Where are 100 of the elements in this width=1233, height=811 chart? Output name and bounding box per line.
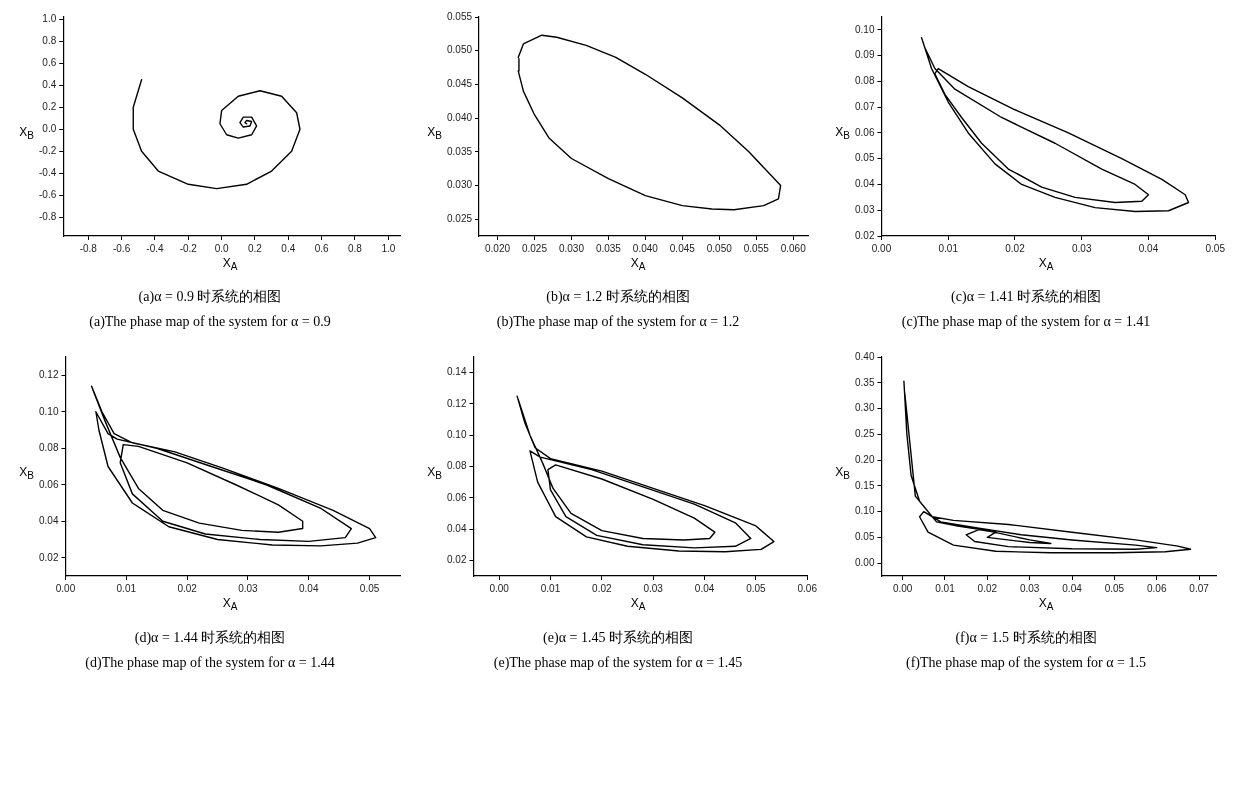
y-tick-label: 0.14 <box>446 366 467 378</box>
y-tick-label: 0.40 <box>854 351 875 363</box>
x-tick-label: 1.0 <box>381 242 396 254</box>
text: (b)α = 1.2 时系统的相图 <box>545 288 691 307</box>
y-tick-label: 0.04 <box>854 178 875 190</box>
y-tick-label: -0.6 <box>39 189 57 201</box>
y-tick-label: 0.05 <box>854 152 875 164</box>
y-tick-label: 0.15 <box>854 479 875 491</box>
y-tick-label: 0.035 <box>446 145 473 157</box>
x-axis-title: X$_{A}$ <box>221 256 239 273</box>
y-tick-label: 0.040 <box>446 111 473 123</box>
y-tick-label: 0.10 <box>38 405 59 417</box>
text: (c)The phase map of the system for α = 1.41 <box>900 314 1152 331</box>
y-tick-label: 0.030 <box>446 179 473 191</box>
x-tick-label: 0.02 <box>1005 242 1026 254</box>
text: (a)α = 0.9 时系统的相图 <box>137 288 283 307</box>
y-tick-label: 1.0 <box>42 12 57 24</box>
x-axis-title: X$_{A}$ <box>629 596 647 613</box>
y-tick-label: 0.10 <box>446 429 467 441</box>
x-tick-label: -0.2 <box>179 242 198 254</box>
y-tick-label: 0.03 <box>854 203 875 215</box>
text: (e)The phase map of the system for α = 1.45 <box>492 654 744 671</box>
x-axis-title: X$_{A}$ <box>629 256 647 273</box>
x-axis-title: X$_{A}$ <box>1037 596 1055 613</box>
x-tick-label: 0.06 <box>1146 583 1167 595</box>
x-tick-label: 0.03 <box>238 583 259 595</box>
y-tick-label: 0.25 <box>854 428 875 440</box>
x-tick-label: -0.6 <box>112 242 131 254</box>
y-tick-label: 0.045 <box>446 78 473 90</box>
x-tick-label: 0.030 <box>558 242 585 254</box>
x-tick-label: 0.01 <box>540 583 561 595</box>
y-tick-label: 0.20 <box>854 454 875 466</box>
y-tick-label: 0.06 <box>854 126 875 138</box>
x-tick-label: 0.04 <box>1138 242 1159 254</box>
y-tick-label: -0.8 <box>39 211 57 223</box>
text: (c)α = 1.41 时系统的相图 <box>950 288 1102 307</box>
x-tick-label: 0.04 <box>299 583 319 595</box>
y-tick-label: 0.050 <box>446 44 473 56</box>
y-tick-label: 0.4 <box>42 78 57 90</box>
y-tick-label: -0.4 <box>39 167 57 179</box>
y-tick-label: 0.6 <box>42 56 57 68</box>
x-tick-label: 0.035 <box>595 242 622 254</box>
x-tick-label: 0.02 <box>977 583 998 595</box>
text: (a)The phase map of the system for α = 0.9 <box>88 314 332 331</box>
y-axis-title: X$_{B}$ <box>834 465 851 482</box>
y-tick-label: 0.08 <box>854 75 875 87</box>
x-tick-label: 0.00 <box>55 583 76 595</box>
y-tick-label: 0.08 <box>446 460 467 472</box>
x-tick-label: 0.00 <box>489 583 510 595</box>
y-tick-label: -0.2 <box>39 145 57 157</box>
y-tick-label: 0.00 <box>854 557 875 569</box>
y-tick-label: 0.09 <box>854 49 875 61</box>
y-tick-label: 0.02 <box>446 554 467 566</box>
x-axis-title: X$_{A}$ <box>1037 256 1055 273</box>
x-tick-label: 0.025 <box>521 242 548 254</box>
y-axis-title: X$_{B}$ <box>426 465 443 482</box>
y-tick-label: 0.12 <box>38 369 59 381</box>
x-tick-label: -0.8 <box>79 242 98 254</box>
y-tick-label: 0.05 <box>854 531 875 543</box>
y-tick-label: 0.30 <box>854 402 875 414</box>
y-tick-label: 0.0 <box>42 123 57 134</box>
x-tick-label: 0.05 <box>359 583 380 595</box>
y-tick-label: 0.8 <box>42 34 57 46</box>
text: (f)The phase map of the system for α = 1.5 <box>905 654 1147 671</box>
x-tick-label: 0.01 <box>116 583 137 595</box>
y-tick-label: 0.04 <box>446 523 467 535</box>
x-tick-label: 0.05 <box>746 583 767 595</box>
x-tick-label: 0.06 <box>797 583 818 595</box>
x-tick-label: 0.4 <box>281 242 296 254</box>
y-tick-label: 0.08 <box>38 442 59 454</box>
x-tick-label: 0.045 <box>669 242 696 254</box>
x-tick-label: 0.020 <box>484 242 511 254</box>
y-tick-label: 0.02 <box>38 551 59 563</box>
text: (d)The phase map of the system for α = 1.44 <box>84 654 336 671</box>
x-tick-label: 0.02 <box>592 583 613 595</box>
x-tick-label: 0.05 <box>1205 242 1226 254</box>
x-tick-label: 0.6 <box>314 242 330 254</box>
x-tick-label: 0.04 <box>694 583 715 595</box>
x-tick-label: 0.040 <box>632 242 659 254</box>
y-tick-label: 0.10 <box>854 505 875 517</box>
x-tick-label: 0.0 <box>214 242 229 254</box>
x-tick-label: -0.4 <box>146 242 164 254</box>
text: (f)α = 1.5 时系统的相图 <box>954 628 1098 647</box>
y-tick-label: 0.35 <box>854 376 875 388</box>
y-axis-title: X$_{B}$ <box>18 124 35 142</box>
x-tick-label: 0.01 <box>938 242 959 254</box>
y-axis-title: X$_{B}$ <box>834 124 851 142</box>
x-tick-label: 0.055 <box>743 242 770 254</box>
x-tick-label: 0.03 <box>1072 242 1092 254</box>
y-axis-title: X$_{B}$ <box>18 465 35 482</box>
x-tick-label: 0.01 <box>935 583 956 595</box>
y-tick-label: 0.06 <box>446 491 467 503</box>
text: (d)α = 1.44 时系统的相图 <box>133 628 287 647</box>
y-tick-label: 0.04 <box>38 515 59 527</box>
y-tick-label: 0.025 <box>446 212 473 224</box>
y-tick-label: 0.07 <box>854 100 875 112</box>
y-tick-label: 0.12 <box>446 398 467 410</box>
x-tick-label: 0.03 <box>643 583 664 595</box>
y-tick-label: 0.02 <box>854 229 875 241</box>
x-tick-label: 0.00 <box>892 583 913 595</box>
